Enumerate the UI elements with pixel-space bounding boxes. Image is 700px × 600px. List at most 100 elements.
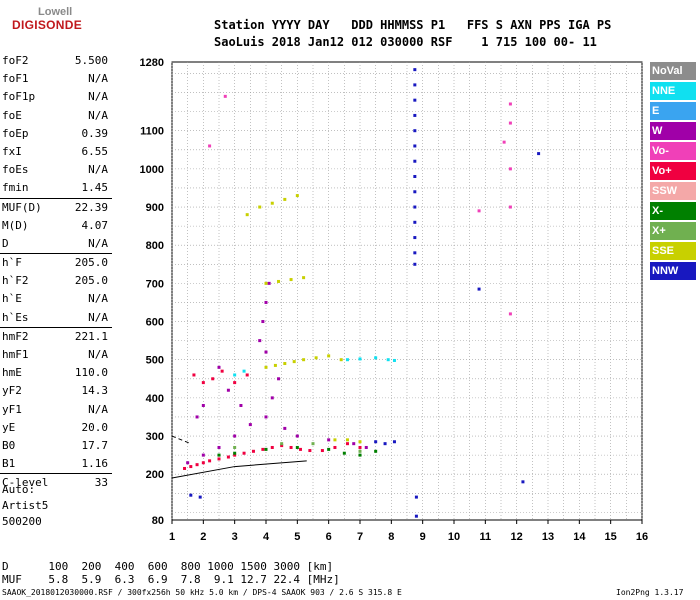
data-point bbox=[264, 281, 268, 285]
param-row: yF1 N/A bbox=[0, 401, 112, 419]
auto-artist: Artist5 bbox=[2, 499, 49, 512]
data-point bbox=[233, 373, 237, 377]
data-point bbox=[302, 358, 306, 362]
muf-distance-row: D 100 200 400 600 800 1000 1500 3000 [km… bbox=[2, 560, 334, 573]
data-point bbox=[414, 495, 418, 499]
data-point bbox=[413, 262, 417, 266]
param-label: M(D) bbox=[2, 218, 29, 232]
param-row: MUF(D) 22.39 bbox=[0, 197, 112, 217]
param-value: 14.3 bbox=[81, 384, 109, 398]
data-point bbox=[248, 423, 252, 427]
param-row: h`E N/A bbox=[0, 290, 112, 308]
x-tick-label: 16 bbox=[636, 531, 648, 543]
legend-item: NoVal bbox=[650, 62, 696, 80]
data-point bbox=[211, 377, 215, 381]
data-point bbox=[292, 360, 296, 364]
param-row: foEs N/A bbox=[0, 161, 112, 179]
param-label: foE bbox=[2, 108, 22, 122]
data-point bbox=[189, 465, 193, 469]
header-line-1: Station YYYY DAY DDD HHMMSS P1 FFS S AXN… bbox=[214, 18, 612, 32]
param-row: C-level 33 bbox=[0, 473, 112, 492]
data-point bbox=[383, 442, 387, 446]
data-point bbox=[308, 449, 312, 453]
auto-code: 500200 bbox=[2, 515, 42, 528]
data-point bbox=[264, 365, 268, 369]
x-tick-label: 2 bbox=[200, 531, 206, 543]
x-tick-label: 8 bbox=[388, 531, 394, 543]
param-value: 4.07 bbox=[81, 218, 109, 232]
data-point bbox=[258, 339, 262, 343]
header-line-2: SaoLuis 2018 Jan12 012 030000 RSF 1 715 … bbox=[214, 35, 597, 49]
data-point bbox=[364, 445, 368, 449]
y-tick-label: 900 bbox=[146, 202, 164, 214]
param-row: foF1p N/A bbox=[0, 88, 112, 106]
data-point bbox=[226, 455, 230, 459]
param-row: hmF1 N/A bbox=[0, 346, 112, 364]
data-point bbox=[239, 404, 243, 407]
data-point bbox=[189, 493, 193, 497]
param-row: hmE 110.0 bbox=[0, 364, 112, 382]
data-point bbox=[195, 415, 199, 419]
data-point bbox=[352, 442, 356, 446]
data-point bbox=[183, 466, 187, 470]
data-point bbox=[245, 373, 249, 377]
param-label: h`F2 bbox=[2, 274, 29, 288]
data-point bbox=[358, 453, 362, 457]
x-tick-label: 7 bbox=[357, 531, 363, 543]
auto-label: Auto: bbox=[2, 483, 36, 496]
y-tick-label: 80 bbox=[152, 515, 164, 527]
param-value: N/A bbox=[88, 72, 108, 86]
data-point bbox=[508, 102, 512, 106]
legend-item: SSW bbox=[650, 182, 696, 200]
legend-item: NNW bbox=[650, 262, 696, 280]
data-point bbox=[413, 175, 417, 178]
param-label: B1 bbox=[2, 457, 16, 471]
data-point bbox=[508, 121, 512, 125]
data-point bbox=[233, 445, 237, 449]
param-value: N/A bbox=[88, 292, 108, 306]
param-label: foF1 bbox=[2, 72, 29, 86]
data-point bbox=[327, 354, 331, 358]
data-point bbox=[201, 381, 205, 385]
logo-lowell: Lowell bbox=[38, 6, 73, 18]
data-point bbox=[413, 236, 417, 240]
y-tick-label: 400 bbox=[146, 393, 164, 405]
param-row: foF1 N/A bbox=[0, 70, 112, 88]
data-point bbox=[195, 463, 199, 467]
legend-item: Vo- bbox=[650, 142, 696, 160]
version-label: Ion2Png 1.3.17 bbox=[616, 588, 684, 597]
data-point bbox=[270, 396, 274, 400]
data-point bbox=[295, 445, 299, 449]
data-point bbox=[223, 94, 227, 98]
param-row: B0 17.7 bbox=[0, 437, 112, 455]
param-label: hmF1 bbox=[2, 348, 29, 361]
data-point bbox=[217, 445, 221, 449]
data-point bbox=[264, 415, 268, 419]
x-tick-label: 1 bbox=[169, 531, 175, 543]
param-label: foF1p bbox=[2, 90, 36, 104]
param-label: foF2 bbox=[2, 54, 29, 67]
param-value: 221.1 bbox=[74, 329, 108, 343]
data-point bbox=[217, 457, 221, 461]
data-point bbox=[521, 480, 525, 484]
muf-value-row: MUF 5.8 5.9 6.3 6.9 7.8 9.1 12.7 22.4 [M… bbox=[2, 573, 340, 586]
x-tick-label: 4 bbox=[263, 531, 270, 543]
data-point bbox=[358, 440, 362, 444]
x-tick-label: 13 bbox=[542, 531, 554, 543]
data-point bbox=[295, 194, 299, 198]
data-point bbox=[374, 449, 378, 453]
param-label: yF2 bbox=[2, 384, 22, 398]
data-point bbox=[277, 279, 281, 283]
param-row: foE N/A bbox=[0, 107, 112, 125]
param-label: MUF(D) bbox=[2, 200, 42, 214]
data-point bbox=[201, 404, 205, 407]
param-row: hmF2 221.1 bbox=[0, 326, 112, 346]
data-point bbox=[245, 213, 249, 217]
param-label: h`Es bbox=[2, 310, 29, 324]
data-point bbox=[345, 438, 349, 442]
y-tick-label: 1000 bbox=[140, 164, 164, 176]
data-point bbox=[413, 113, 417, 117]
param-label: fxI bbox=[2, 144, 22, 158]
data-point bbox=[298, 447, 302, 451]
